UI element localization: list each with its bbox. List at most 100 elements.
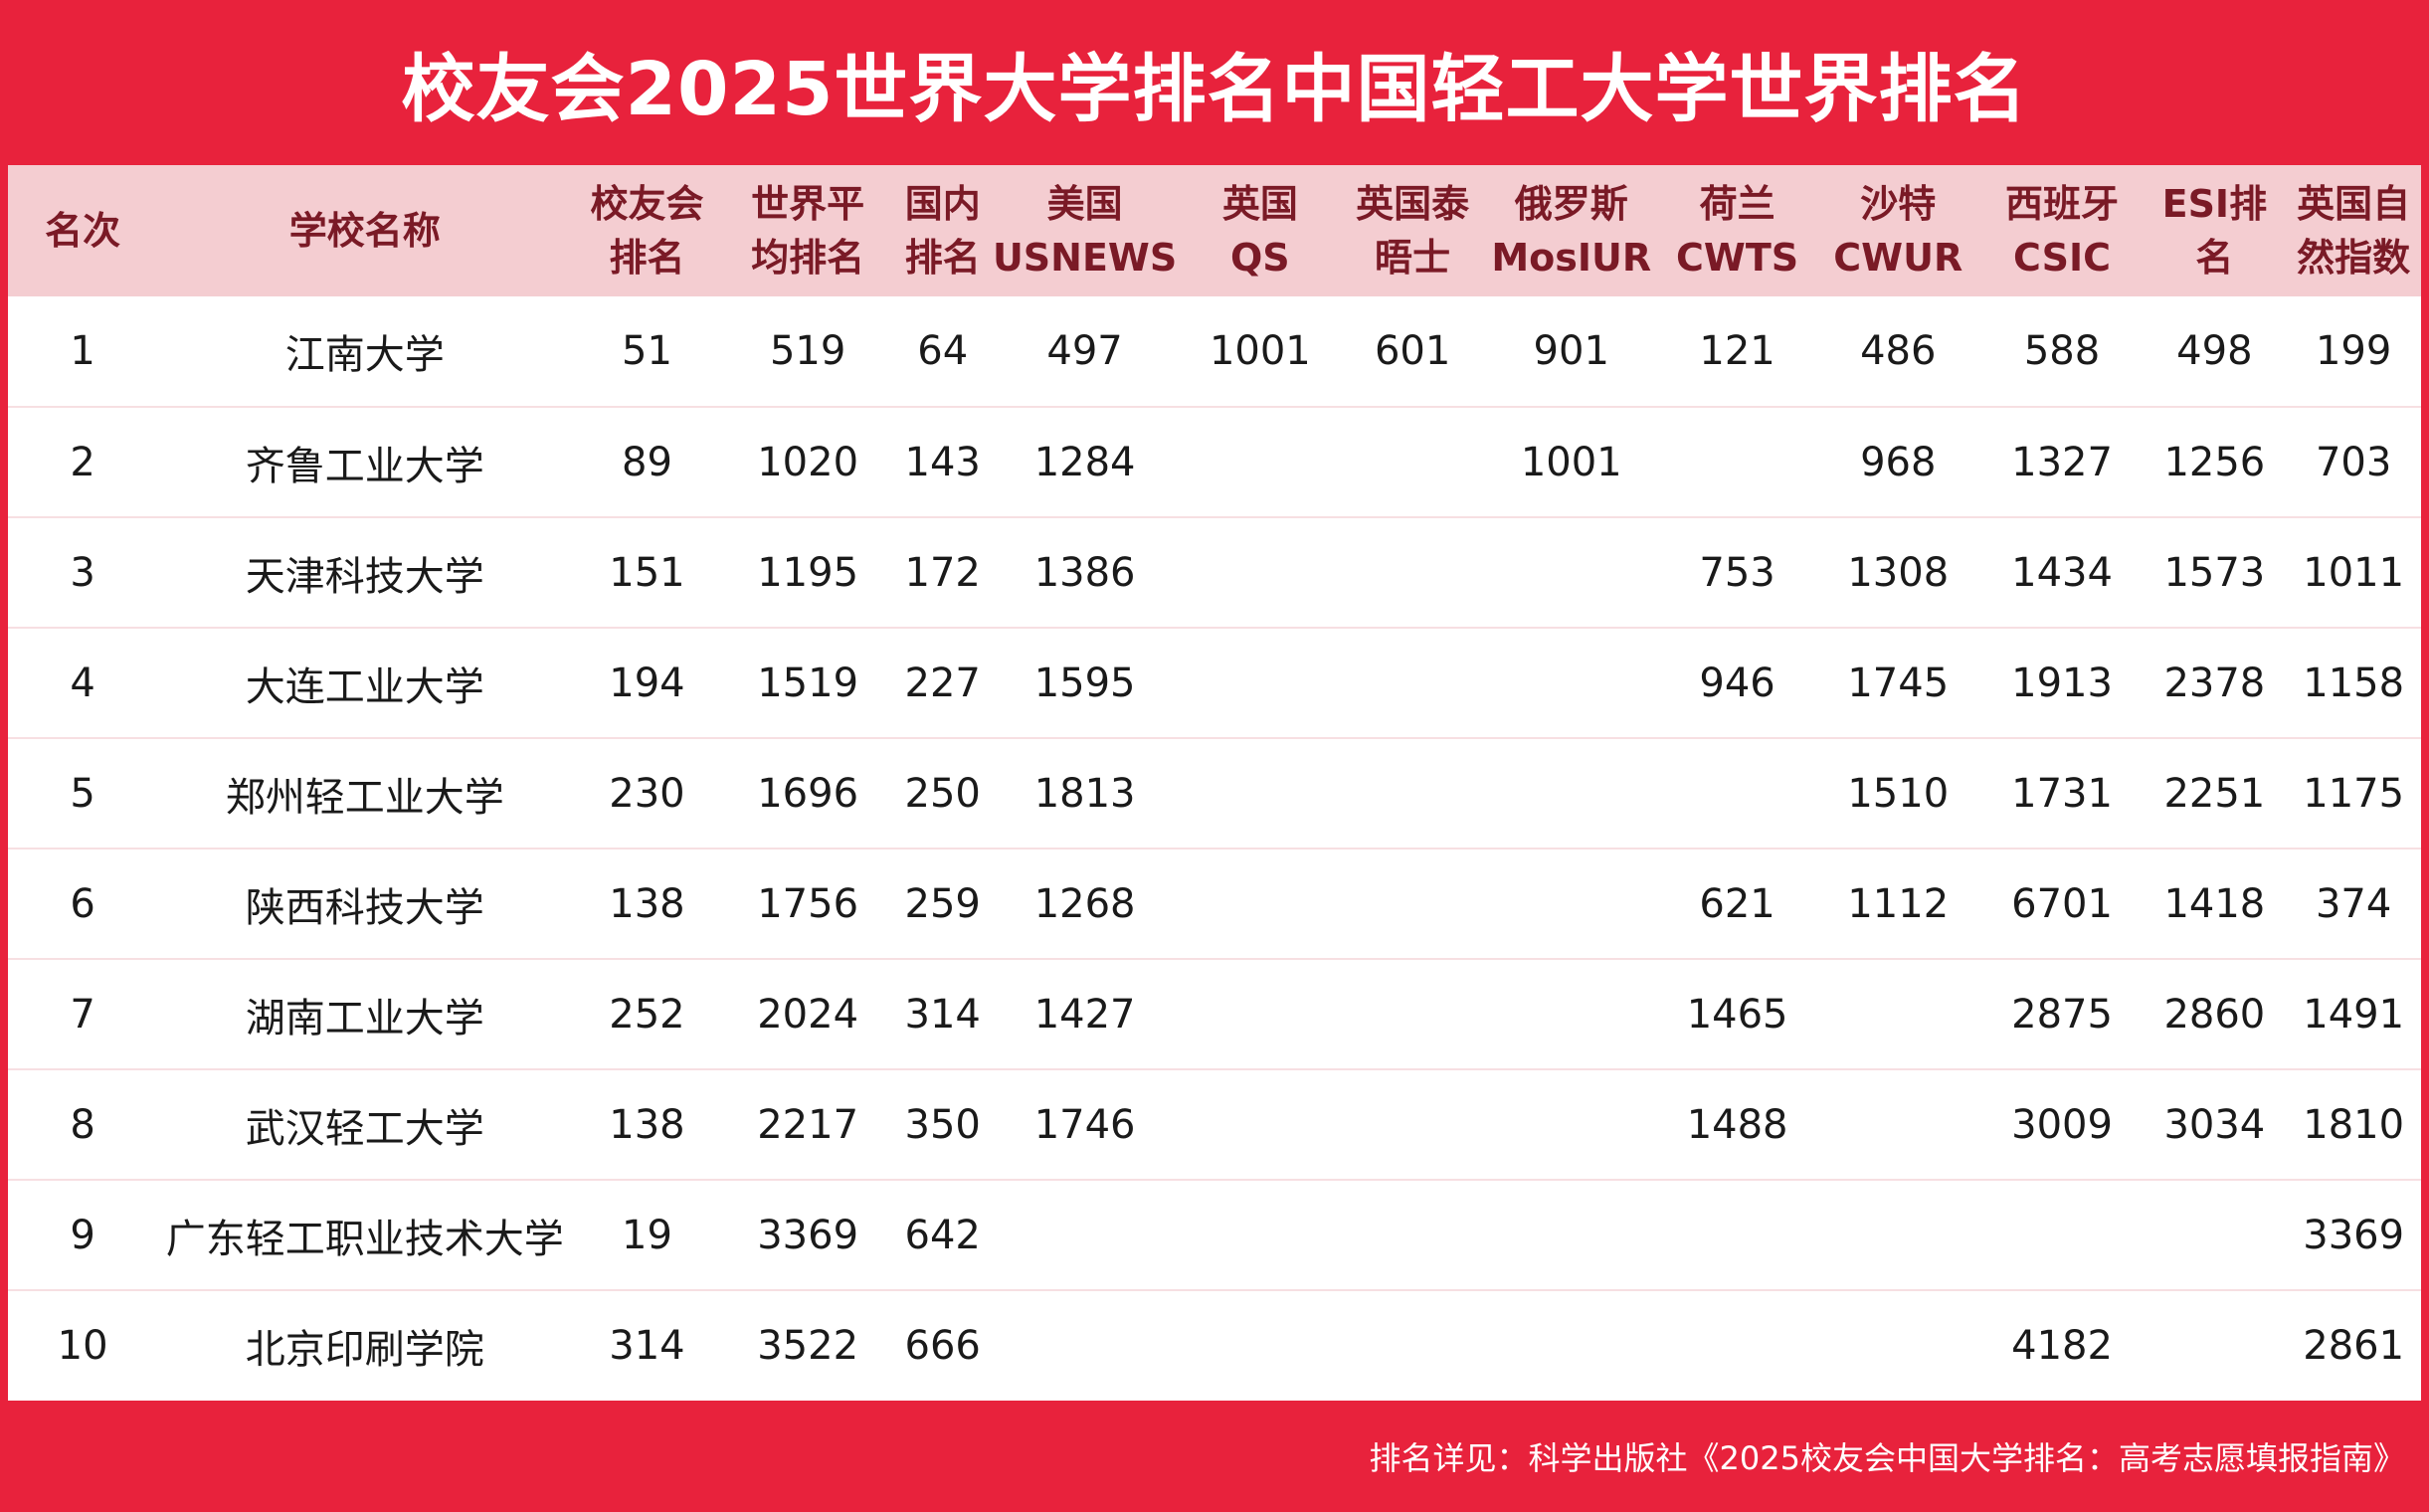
ranking-cell: 1308 [1814,516,1981,628]
rank-cell: 5 [8,737,158,849]
school-name-cell: 郑州轻工业大学 [157,737,573,849]
ranking-cell: 227 [893,627,992,738]
ranking-cell: 486 [1860,328,1937,374]
ranking-cell: 121 [1699,328,1775,374]
ranking-cell: 1284 [991,406,1179,517]
ranking-cell: 621 [1659,848,1815,959]
header-row: 名次 学校名称 校友会 排名 世界平 均排名 国内 排名 美国 USNEWS 英国 QS 英国… [8,165,2421,296]
ranking-cell: 588 [2023,328,2101,374]
ranking-cell [1980,1179,2144,1290]
ranking-cell: 1418 [2143,848,2287,959]
ranking-cell [1178,737,1343,849]
ranking-cell: 3369 [2286,1179,2421,1290]
ranking-cell: 1020 [721,406,894,517]
ranking-cell: 1256 [2143,406,2287,517]
ranking-cell: 1001 [1209,328,1311,374]
ranking-cell [1342,1289,1484,1401]
ranking-cell: 2378 [2143,627,2287,738]
ranking-cell [1342,516,1484,628]
ranking-cell: 1386 [991,516,1179,628]
ranking-cell: 230 [572,737,722,849]
ranking-cell: 3369 [721,1179,894,1290]
ranking-cell [1659,737,1815,849]
ranking-table: 名次 学校名称 校友会 排名 世界平 均排名 国内 排名 美国 USNEWS 英国 QS 英国… [8,165,2421,1401]
ranking-cell: 3522 [721,1289,894,1401]
ranking-cell [1814,1068,1981,1180]
ranking-cell: 374 [2286,848,2421,959]
table-row: 7 湖南工业大学 252 2024 314 1427 1465 2875 2860 1491 [8,958,2421,1069]
school-name-cell: 大连工业大学 [157,627,573,738]
table-row: 1 江南大学 51 519 64 497 1001 601 901 121 486 588 498 199 [8,296,2421,407]
ranking-cell: 2860 [2143,958,2287,1069]
ranking-cell: 1731 [1980,737,2144,849]
school-name-cell: 陕西科技大学 [157,848,573,959]
ranking-cell: 2024 [721,958,894,1069]
ranking-cell: 314 [572,1289,722,1401]
ranking-cell: 497 [1046,328,1123,374]
ranking-cell: 1175 [2286,737,2421,849]
ranking-cell [1483,516,1660,628]
source-note: 排名详见：科学出版社《2025校友会中国大学排名：高考志愿填报指南》 [1369,1439,2405,1477]
table-header: 名次 学校名称 校友会 排名 世界平 均排名 国内 排名 美国 USNEWS 英国 QS 英国… [8,165,2421,296]
ranking-cell: 666 [893,1289,992,1401]
school-name-cell: 湖南工业大学 [157,958,573,1069]
ranking-cell: 143 [893,406,992,517]
ranking-cell: 946 [1659,627,1815,738]
ranking-cell: 314 [893,958,992,1069]
ranking-cell [1483,1289,1660,1401]
ranking-cell [1659,406,1815,517]
ranking-cell: 1519 [721,627,894,738]
ranking-cell [1342,1179,1484,1290]
table-row: 3 天津科技大学 151 1195 172 1386 753 1308 1434 1573 1011 [8,516,2421,628]
ranking-cell [1178,1179,1343,1290]
ranking-cell: 1595 [991,627,1179,738]
ranking-cell: 194 [572,627,722,738]
ranking-cell: 1813 [991,737,1179,849]
column-header: 校友会 排名 [590,182,704,280]
ranking-cell [1483,1068,1660,1180]
ranking-cell [1178,1068,1343,1180]
ranking-cell [1342,406,1484,517]
ranking-cell [1178,627,1343,738]
ranking-cell [1342,848,1484,959]
ranking-cell [1483,848,1660,959]
ranking-cell [1814,958,1981,1069]
ranking-cell [1659,1289,1815,1401]
ranking-cell: 51 [622,328,672,374]
ranking-cell [1342,627,1484,738]
ranking-cell: 1011 [2286,516,2421,628]
ranking-cell: 151 [572,516,722,628]
ranking-cell: 19 [572,1179,722,1290]
school-name-cell: 齐鲁工业大学 [157,406,573,517]
ranking-cell: 250 [893,737,992,849]
ranking-cell: 1746 [991,1068,1179,1180]
column-header: 名次 [45,209,121,253]
rank-cell: 9 [8,1179,158,1290]
ranking-cell: 519 [769,328,846,374]
ranking-cell: 1491 [2286,958,2421,1069]
ranking-cell [1342,737,1484,849]
ranking-cell: 703 [2286,406,2421,517]
ranking-cell: 1913 [1980,627,2144,738]
ranking-cell [991,1179,1179,1290]
table-row: 5 郑州轻工业大学 230 1696 250 1813 1510 1731 2251 1175 [8,737,2421,849]
column-header: 英国 QS [1221,182,1298,280]
ranking-cell [1483,958,1660,1069]
ranking-cell: 3009 [1980,1068,2144,1180]
school-name-cell: 江南大学 [284,332,445,378]
table-row: 10 北京印刷学院 314 3522 666 4182 2861 [8,1289,2421,1401]
ranking-cell: 968 [1814,406,1981,517]
ranking-cell: 64 [917,328,969,374]
ranking-cell: 1756 [721,848,894,959]
ranking-cell: 1195 [721,516,894,628]
ranking-cell: 1810 [2286,1068,2421,1180]
column-header: 英国泰 晤士 [1356,182,1470,280]
ranking-cell: 1465 [1659,958,1815,1069]
ranking-cell: 601 [1374,328,1451,374]
ranking-cell: 498 [2176,328,2253,374]
ranking-cell: 2875 [1980,958,2144,1069]
ranking-cell [1814,1179,1981,1290]
ranking-cell: 642 [893,1179,992,1290]
school-name-cell: 天津科技大学 [157,516,573,628]
ranking-cell [1483,1179,1660,1290]
